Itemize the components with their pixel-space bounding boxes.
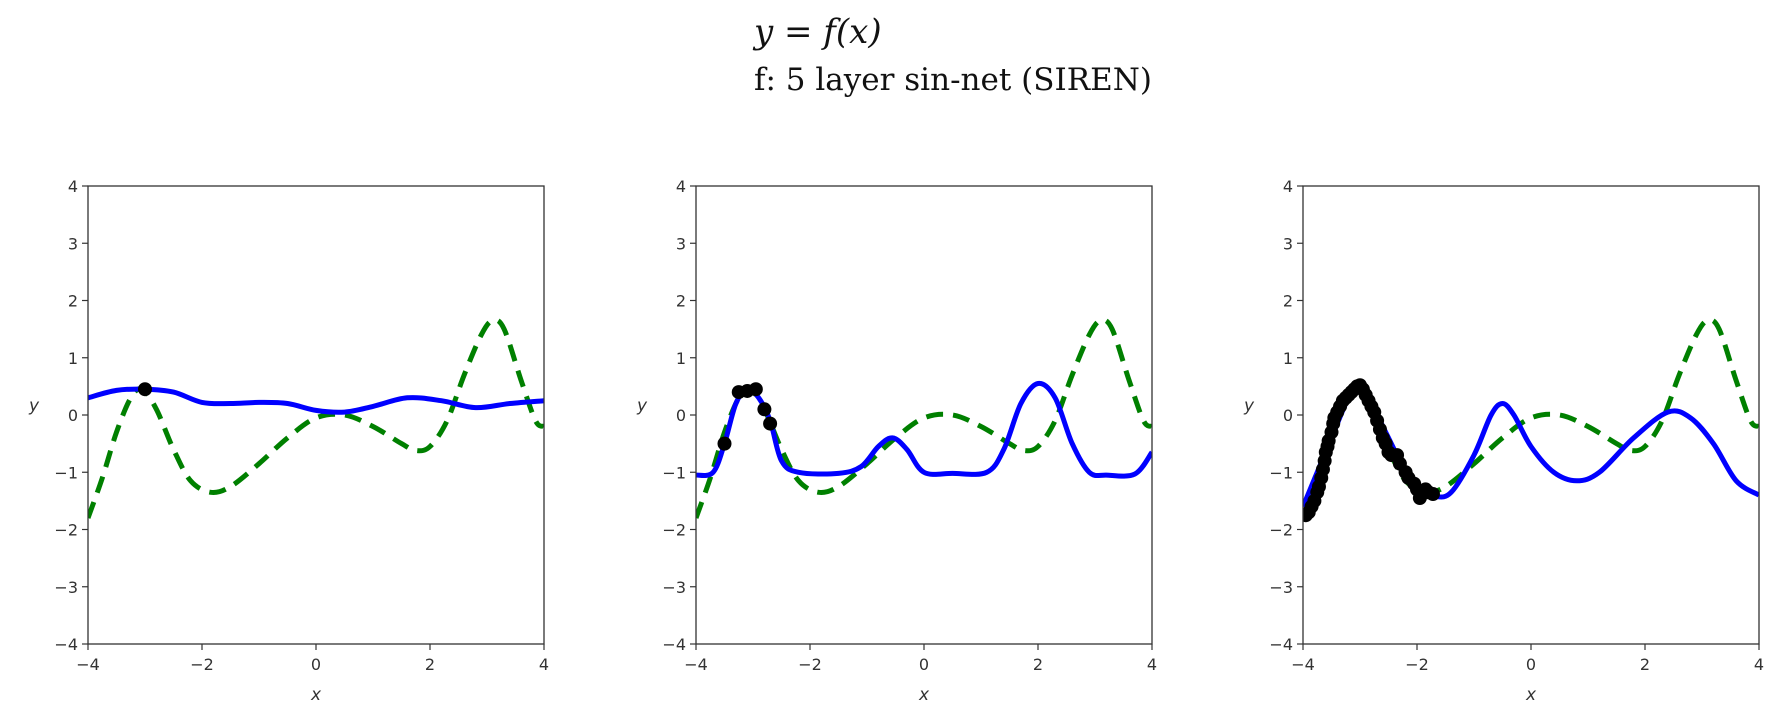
subplot-3: −4 −2 0 2 4 −4 −3 −2 −1 0 1 2 3 4 x y [1243,177,1764,705]
plot-area [1303,317,1759,523]
data-point [138,382,152,397]
y-tick-label: −3 [54,578,78,597]
y-tick-label: −3 [1269,578,1293,597]
plot-area [88,317,544,519]
y-tick-label: 4 [676,177,686,196]
x-tick-label: 0 [1526,655,1536,674]
x-tick-label: −4 [1291,655,1315,674]
title-equation: y = f(x) [754,12,882,52]
x-tick-label: −2 [1405,655,1429,674]
y-tick-label: −1 [54,463,78,482]
y-tick-label: −2 [1269,521,1293,540]
x-axis-label: x [918,685,930,705]
x-tick-label: 4 [539,655,549,674]
y-tick-label: −4 [1269,635,1293,654]
data-point [1425,487,1440,502]
y-tick-label: 4 [1283,177,1293,196]
data-point [757,402,772,417]
y-axis-label: y [28,396,40,416]
x-axis-label: x [310,685,322,705]
data-point [717,436,732,451]
y-tick-label: 0 [676,406,686,425]
y-tick-label: 3 [68,234,78,253]
y-tick-label: 1 [1283,349,1293,368]
y-axis-label: y [636,396,648,416]
y-axis-label: y [1243,396,1255,416]
x-tick-label: 4 [1754,655,1764,674]
title-subtitle: f: 5 layer sin-net (SIREN) [754,62,1152,98]
y-tick-label: 0 [1283,406,1293,425]
y-tick-label: 1 [676,349,686,368]
x-tick-label: 2 [425,655,435,674]
y-tick-label: 3 [1283,234,1293,253]
y-tick-label: 1 [68,349,78,368]
data-point [748,382,763,397]
target-line [88,317,544,519]
y-tick-label: −3 [662,578,686,597]
x-tick-label: −2 [190,655,214,674]
subplot-2: −4 −2 0 2 4 −4 −3 −2 −1 0 1 2 3 4 x y [636,177,1157,705]
y-tick-label: 0 [68,406,78,425]
x-tick-label: 0 [311,655,321,674]
data-point [763,416,778,431]
y-tick-label: 3 [676,234,686,253]
x-tick-label: 4 [1147,655,1157,674]
y-tick-label: −2 [54,521,78,540]
prediction-line [696,380,1152,479]
subplot-1: −4 −2 0 2 4 −4 −3 −2 −1 0 1 2 3 4 x y [28,177,549,705]
y-tick-label: 2 [68,292,78,311]
y-tick-label: 4 [68,177,78,196]
x-tick-label: −4 [76,655,100,674]
x-axis-label: x [1525,685,1537,705]
y-tick-label: −1 [662,463,686,482]
y-tick-label: 2 [1283,292,1293,311]
y-tick-label: 2 [676,292,686,311]
x-tick-label: 2 [1640,655,1650,674]
x-tick-label: −4 [684,655,708,674]
target-line [696,317,1152,519]
x-tick-label: −2 [798,655,822,674]
x-tick-label: 2 [1033,655,1043,674]
prediction-line [88,386,544,415]
y-tick-label: −4 [54,635,78,654]
y-tick-label: −2 [662,521,686,540]
x-tick-label: 0 [919,655,929,674]
plot-area [696,317,1152,519]
y-tick-label: −4 [662,635,686,654]
y-tick-label: −1 [1269,463,1293,482]
